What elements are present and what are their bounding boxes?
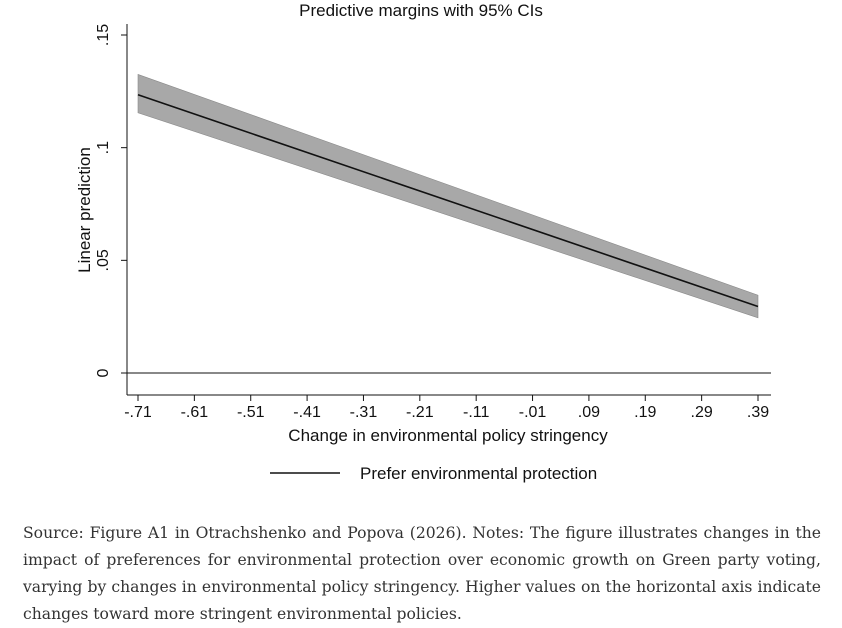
x-axis-ticks: -.71 -.61 -.51 -.41 -.31 -.21 -.11 -.01 .09 .19 .2… xyxy=(124,395,769,421)
x-tick-label: -.51 xyxy=(237,404,265,421)
y-axis-label: Linear prediction xyxy=(75,147,94,273)
x-tick-label: -.01 xyxy=(519,404,547,421)
chart-title: Predictive margins with 95% CIs xyxy=(299,1,543,20)
x-tick-label: -.61 xyxy=(181,404,209,421)
y-tick-label: .05 xyxy=(95,249,112,271)
x-tick-label: -.31 xyxy=(350,404,378,421)
figure-caption: Source: Figure A1 in Otrachshenko and Po… xyxy=(23,524,821,623)
y-tick-label: 0 xyxy=(95,368,112,377)
x-tick-label: .39 xyxy=(747,404,769,421)
x-tick-label: .09 xyxy=(578,404,600,421)
predictive-margins-chart: Predictive margins with 95% CIs 0 .05 .1 .1… xyxy=(75,1,771,483)
x-tick-label: -.21 xyxy=(406,404,434,421)
legend-label: Prefer environmental protection xyxy=(360,464,597,483)
y-tick-label: .15 xyxy=(95,24,112,46)
prediction-line-0 xyxy=(137,93,759,308)
x-tick-label: -.71 xyxy=(124,404,152,421)
x-tick-label: -.41 xyxy=(293,404,321,421)
x-tick-label: -.11 xyxy=(463,404,489,421)
x-tick-label: .29 xyxy=(691,404,713,421)
x-axis-label: Change in environmental policy stringenc… xyxy=(288,426,608,445)
x-tick-label: .19 xyxy=(634,404,656,421)
y-axis-ticks: 0 .05 .1 .15 xyxy=(95,24,127,377)
y-tick-label: .1 xyxy=(95,141,112,154)
confidence-band-0 xyxy=(137,74,759,319)
legend: Prefer environmental protection xyxy=(270,464,597,483)
plot-area xyxy=(127,74,771,374)
